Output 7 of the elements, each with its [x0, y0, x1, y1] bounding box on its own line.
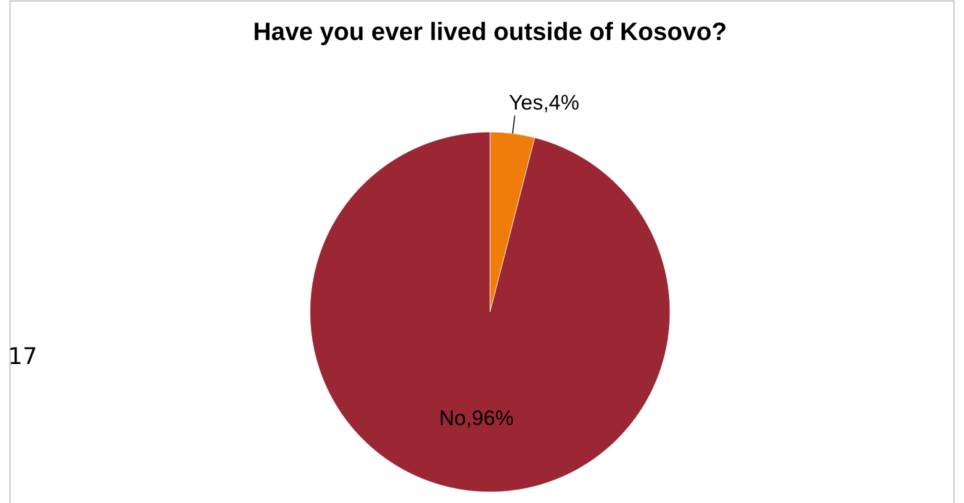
- text: 17: [8, 344, 38, 370]
- pie-slice: [310, 132, 670, 492]
- chart-title: Have you ever lived outside of Kosovo?: [253, 18, 727, 46]
- slice-label: Yes: [508, 92, 544, 115]
- slice-label: No: [439, 406, 466, 430]
- data-label: ,96%: [466, 406, 514, 430]
- data-label: ,4%: [543, 92, 580, 115]
